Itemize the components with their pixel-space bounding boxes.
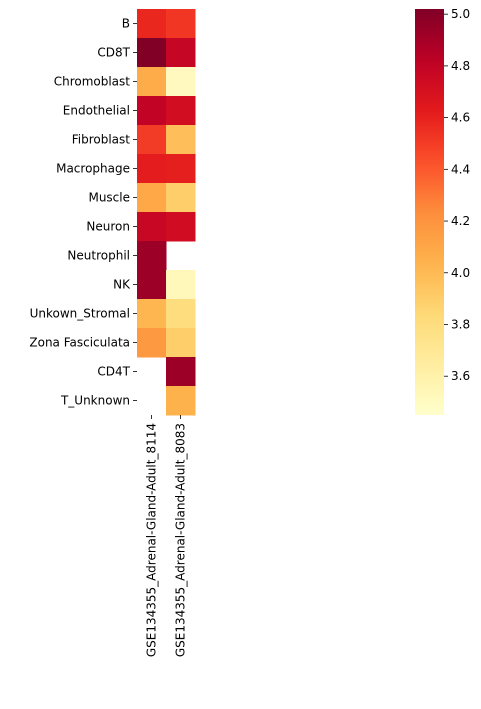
heatmap-cell xyxy=(137,67,167,97)
heatmap-cell xyxy=(137,96,167,126)
column-label: GSE134355_Adrenal-Gland-Adult_8083 xyxy=(174,423,188,657)
heatmap-cell xyxy=(137,38,167,68)
row-label: CD8T xyxy=(97,46,130,60)
heatmap-cell xyxy=(166,357,196,387)
colorbar-gradient xyxy=(415,9,444,415)
heatmap-cell xyxy=(137,125,167,155)
colorbar-tick-label: 3.6 xyxy=(451,369,470,383)
row-label: NK xyxy=(113,278,131,292)
colorbar: 3.6 3.8 4.0 4.2 4.4 4.6 4.8 5.0 xyxy=(415,7,470,415)
row-label: CD4T xyxy=(97,365,130,379)
row-label: Neutrophil xyxy=(67,249,130,263)
heatmap-cell xyxy=(166,96,196,126)
row-label: T_Unknown xyxy=(60,394,130,408)
row-label: Endothelial xyxy=(63,104,130,118)
heatmap-cell xyxy=(166,154,196,184)
row-label: Macrophage xyxy=(56,162,130,176)
heatmap-cell xyxy=(137,299,167,329)
heatmap-cell xyxy=(166,9,196,39)
colorbar-tick-label: 3.8 xyxy=(451,317,470,331)
row-label: Unkown_Stromal xyxy=(30,307,130,321)
row-label: B xyxy=(122,17,130,31)
heatmap-cell xyxy=(166,125,196,155)
row-labels: B CD8T Chromoblast Endothelial Fibroblast Mac… xyxy=(29,17,137,408)
heatmap-cell xyxy=(137,212,167,242)
row-label: Fibroblast xyxy=(72,133,131,147)
row-label: Neuron xyxy=(86,220,130,234)
heatmap-cell xyxy=(137,241,167,271)
heatmap-cell xyxy=(166,386,196,416)
heatmap-cells xyxy=(137,9,196,416)
colorbar-tick-label: 4.4 xyxy=(451,162,470,176)
row-label: Chromoblast xyxy=(54,75,131,89)
column-label: GSE134355_Adrenal-Gland-Adult_8114 xyxy=(145,423,159,657)
heatmap-cell xyxy=(166,183,196,213)
heatmap-cell xyxy=(166,212,196,242)
heatmap-cell xyxy=(137,154,167,184)
column-labels: GSE134355_Adrenal-Gland-Adult_8114 GSE134… xyxy=(145,415,188,657)
heatmap-cell xyxy=(166,38,196,68)
heatmap-cell xyxy=(137,328,167,358)
heatmap-cell xyxy=(166,270,196,300)
colorbar-tick-label: 4.0 xyxy=(451,266,470,280)
row-label: Zona Fasciculata xyxy=(29,336,130,350)
colorbar-tick-label: 4.8 xyxy=(451,59,470,73)
heatmap-cell xyxy=(166,328,196,358)
row-label: Muscle xyxy=(88,191,130,205)
heatmap-cell xyxy=(137,9,167,39)
heatmap-cell xyxy=(166,67,196,97)
colorbar-tick-label: 5.0 xyxy=(451,7,470,21)
heatmap-cell xyxy=(166,299,196,329)
colorbar-tick-label: 4.6 xyxy=(451,111,470,125)
colorbar-tick-label: 4.2 xyxy=(451,214,470,228)
heatmap-cell xyxy=(137,183,167,213)
heatmap-cell xyxy=(137,270,167,300)
